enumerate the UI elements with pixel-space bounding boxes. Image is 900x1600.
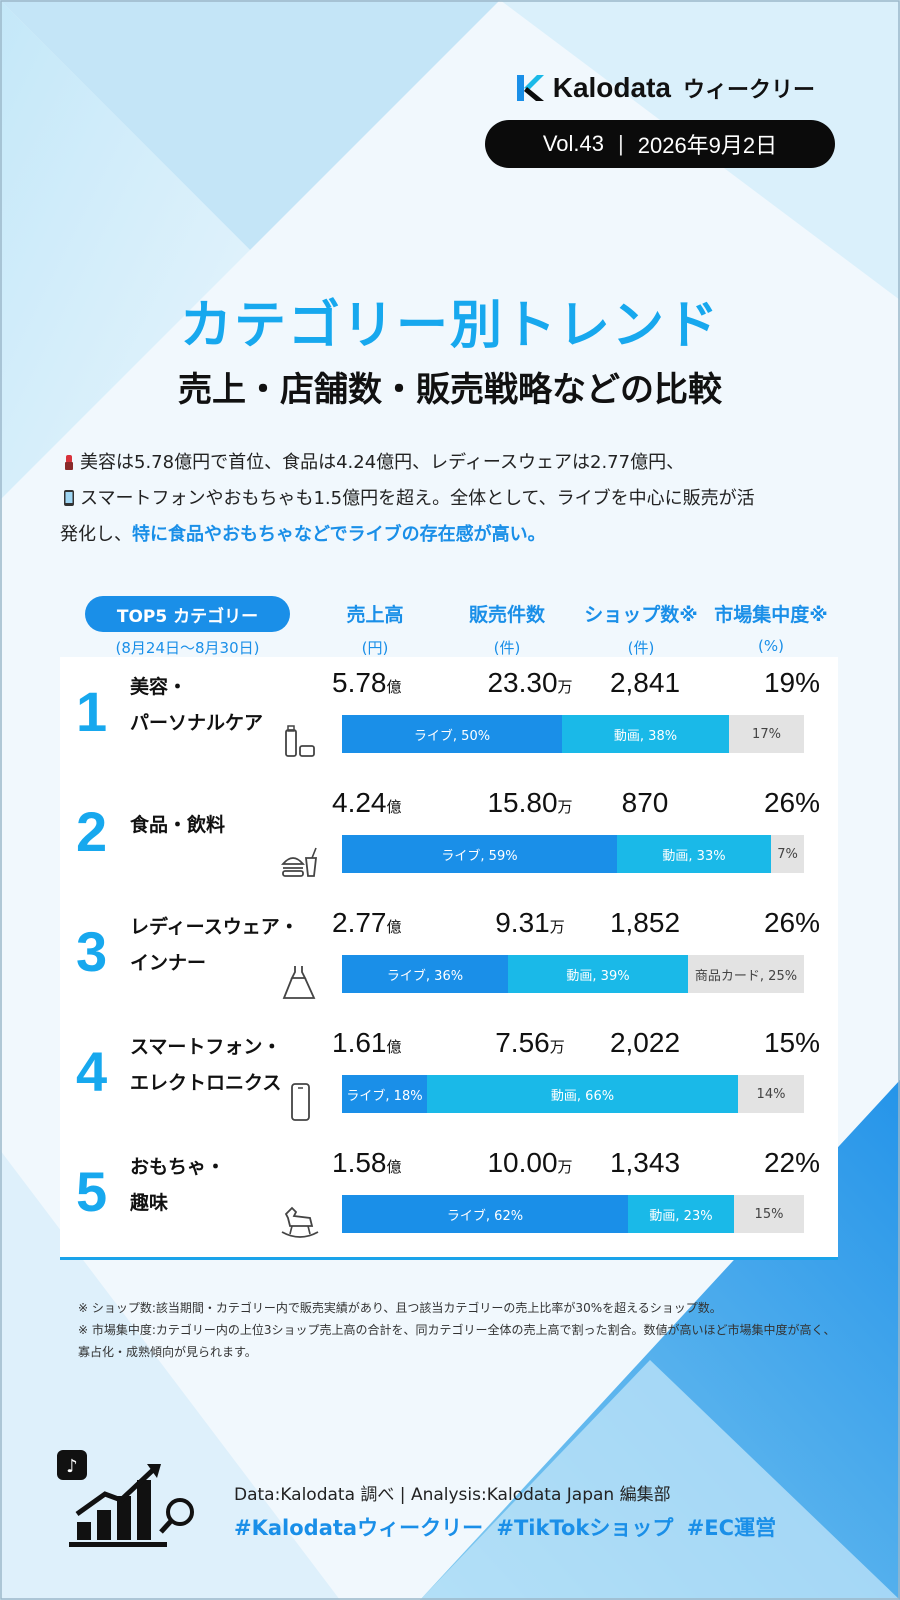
table-row: 3 レディースウェア・ インナー 2.77億 9.31万 1,852 26% ラ…	[60, 897, 838, 1020]
footnote-concentration: ※ 市場集中度:カテゴリー内の上位3ショップ売上高の合計を、同カテゴリー全体の売…	[78, 1323, 836, 1337]
channel-share-bar: ライブ, 59% 動画, 33% 7%	[342, 835, 804, 873]
burger-drink-icon	[281, 847, 318, 877]
page-title: カテゴリー別トレンド	[179, 296, 720, 356]
rank-number: 5	[76, 1160, 108, 1223]
smartphone-icon	[291, 1083, 310, 1121]
channel-segment-other: 14%	[738, 1075, 804, 1113]
col-unit-concentration: (%)	[758, 637, 784, 655]
issue-vol: Vol.43	[542, 131, 605, 156]
items-value: 7.56万	[495, 1027, 565, 1058]
table-row: 5 おもちゃ・ 趣味 1.58億 10.00万 1,343 22% ライブ, 6…	[60, 1137, 838, 1260]
period-range: (8月24日〜8月30日)	[115, 639, 260, 657]
channel-segment-video: 動画, 23%	[628, 1195, 734, 1233]
rank-number: 4	[76, 1040, 108, 1103]
hashtags: #Kalodataウィークリー #TikTokショップ #EC運営	[234, 1516, 777, 1540]
intro-text: 美容は5.78億円で首位、食品は4.24億円、レディースウェアは2.77億円、 …	[60, 445, 850, 553]
channel-share-bar: ライブ, 50% 動画, 38% 17%	[342, 715, 804, 753]
category-name: 美容・ パーソナルケア	[130, 676, 264, 734]
intro-highlight: 特に食品やおもちゃなどでライブの存在感が高い。	[132, 524, 546, 545]
sales-value: 2.77億	[332, 907, 402, 938]
page-subtitle: 売上・店舗数・販売戦略などの比較	[178, 370, 722, 410]
shops-value: 2,022	[609, 1027, 681, 1058]
category-name: 食品・飲料	[130, 814, 226, 836]
issue-separator: |	[618, 131, 624, 156]
concentration-value: 26%	[763, 907, 820, 938]
footnote-shops: ※ ショップ数:該当期間・カテゴリー内で販売実績があり、且つ該当カテゴリーの売上…	[78, 1301, 722, 1315]
cosmetics-icon	[285, 725, 315, 757]
top5-badge: TOP5 カテゴリー	[85, 596, 290, 632]
channel-segment-other: 商品カード, 25%	[688, 955, 804, 993]
footnotes: ※ ショップ数:該当期間・カテゴリー内で販売実績があり、且つ該当カテゴリーの売上…	[78, 1297, 838, 1363]
rank-number: 1	[76, 680, 108, 743]
kalodata-logo-icon	[516, 75, 544, 101]
rank-number: 3	[76, 920, 108, 983]
channel-share-bar: ライブ, 36% 動画, 39% 商品カード, 25%	[342, 955, 804, 993]
table-row: 1 美容・ パーソナルケア 5.78億 23.30万 2,841 19% ライブ…	[60, 657, 838, 780]
channel-segment-live: ライブ, 36%	[342, 955, 508, 993]
items-value: 9.31万	[495, 907, 565, 938]
intro-line-3: 発化し、特に食品やおもちゃなどでライブの存在感が高い。	[60, 524, 546, 545]
channel-segment-live: ライブ, 62%	[342, 1195, 628, 1233]
sales-value: 1.58億	[332, 1147, 402, 1178]
channel-segment-video: 動画, 33%	[617, 835, 771, 873]
issue-badge: Vol.43 | 2026年9月2日	[485, 120, 835, 168]
intro-line-2: スマートフォンやおもちゃも1.5億円を超え。全体として、ライブを中心に販売が活	[60, 481, 850, 517]
col-unit-shops: (件)	[627, 639, 655, 657]
shops-value: 1,852	[609, 907, 681, 938]
col-unit-items: (件)	[493, 639, 521, 657]
shops-value: 870	[621, 787, 669, 818]
category-name: スマートフォン・ エレクトロニクス	[130, 1036, 282, 1094]
concentration-value: 22%	[763, 1147, 820, 1178]
items-value: 10.00万	[487, 1147, 573, 1178]
rank-number: 2	[76, 800, 108, 863]
channel-segment-other: 15%	[734, 1195, 804, 1233]
rocking-horse-icon	[281, 1206, 319, 1238]
intro-line-1: 美容は5.78億円で首位、食品は4.24億円、レディースウェアは2.77億円、	[60, 445, 850, 481]
dress-icon	[282, 966, 316, 999]
concentration-value: 26%	[763, 787, 820, 818]
sales-value: 4.24億	[332, 787, 402, 818]
col-header-items: 販売件数	[468, 604, 545, 626]
issue-date: 2026年9月2日	[637, 133, 778, 158]
col-header-sales: 売上高	[346, 604, 404, 626]
channel-segment-video: 動画, 66%	[427, 1075, 738, 1113]
shops-value: 2,841	[609, 667, 681, 698]
channel-share-bar: ライブ, 18% 動画, 66% 14%	[342, 1075, 804, 1113]
concentration-value: 19%	[763, 667, 820, 698]
items-value: 15.80万	[487, 787, 573, 818]
col-unit-sales: (円)	[361, 639, 389, 657]
brand-series: ウィークリー	[682, 78, 815, 103]
category-name: レディースウェア・ インナー	[130, 916, 299, 974]
channel-segment-live: ライブ, 59%	[342, 835, 617, 873]
brand-name: Kalodata	[552, 72, 671, 103]
category-name: おもちゃ・ 趣味	[130, 1156, 226, 1214]
channel-segment-live: ライブ, 50%	[342, 715, 562, 753]
table-row: 2 食品・飲料 4.24億 15.80万 870 26% ライブ, 59% 動画,…	[60, 777, 838, 900]
growth-chart-icon: ♪	[57, 1450, 194, 1547]
sales-value: 5.78億	[332, 667, 402, 698]
footnote-concentration-cont: 寡占化・成熟傾向が見られます。	[78, 1345, 257, 1359]
lipstick-icon	[65, 455, 73, 470]
channel-segment-live: ライブ, 18%	[342, 1075, 427, 1113]
channel-segment-other: 17%	[729, 715, 804, 753]
items-value: 23.30万	[487, 667, 573, 698]
sales-value: 1.61億	[332, 1027, 402, 1058]
svg-text:♪: ♪	[66, 1456, 78, 1477]
channel-segment-other: 7%	[771, 835, 804, 873]
concentration-value: 15%	[763, 1027, 820, 1058]
channel-share-bar: ライブ, 62% 動画, 23% 15%	[342, 1195, 804, 1233]
shops-value: 1,343	[609, 1147, 681, 1178]
col-header-shops: ショップ数※	[584, 604, 698, 626]
channel-segment-video: 動画, 39%	[508, 955, 688, 993]
channel-segment-video: 動画, 38%	[562, 715, 729, 753]
table-row: 4 スマートフォン・ エレクトロニクス 1.61億 7.56万 2,022 15…	[60, 1017, 838, 1140]
phone-icon	[64, 490, 74, 506]
brand-header: Kalodata ウィークリー	[515, 72, 815, 104]
col-header-concentration: 市場集中度※	[714, 604, 828, 626]
data-credit: Data:Kalodata 調べ | Analysis:Kalodata Jap…	[234, 1485, 671, 1505]
